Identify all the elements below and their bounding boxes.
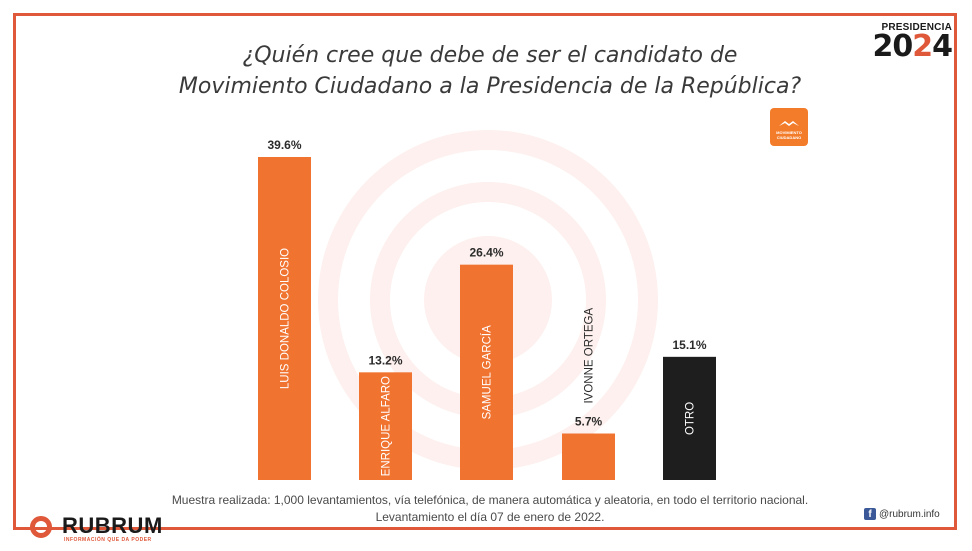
social-handle-text: @rubrum.info [879, 508, 940, 520]
presidencia-2024-badge: PRESIDENCIA 2024 [872, 22, 953, 64]
eagle-icon [779, 121, 799, 126]
outer-frame [13, 13, 957, 530]
title-line-2: Movimiento Ciudadano a la Presidencia de… [178, 74, 802, 99]
bar-ivonne-ortega [562, 433, 615, 480]
value-label-enrique-alfaro: 13.2% [368, 353, 402, 367]
brand-label: PRESIDENCIA [881, 22, 952, 33]
category-label-samuel-garcia: SAMUEL GARCÍA [481, 325, 494, 419]
category-label-luis-donaldo-colosio: LUIS DONALDO COLOSIO [280, 248, 292, 389]
social-handle: f @rubrum.info [864, 508, 940, 520]
brand-year-a: 20 [872, 29, 914, 64]
value-label-otro: 15.1% [672, 338, 706, 352]
bar-enrique-alfaro [359, 372, 412, 480]
party-logo-text: MOVIMIENTO CIUDADANO [776, 130, 802, 140]
bar-otro [663, 356, 716, 480]
chart-title: ¿Quién cree que debe de ser el candidato… [120, 40, 860, 102]
title-line-1: ¿Quién cree que debe de ser el candidato… [242, 43, 738, 68]
footer-line-1: Muestra realizada: 1,000 levantamientos,… [171, 493, 809, 507]
bars-group: 39.6% LUIS DONALDO COLOSIO 13.2% ENRIQUE AL… [258, 138, 716, 480]
category-label-enrique-alfaro: ENRIQUE ALFARO [381, 376, 393, 476]
logo-name: RUBRUM [62, 513, 163, 538]
facebook-icon: f [864, 508, 876, 520]
bar-luis-donaldo-colosio [258, 157, 311, 480]
logo-tagline: INFORMACIÓN QUE DA PODER [64, 537, 152, 543]
rubrum-ring-icon [30, 516, 52, 538]
brand-year-b: 2 [912, 29, 933, 64]
brand-year-c: 4 [932, 29, 953, 64]
value-label-ivonne-ortega: 5.7% [575, 415, 603, 429]
party-logo: MOVIMIENTO CIUDADANO [770, 108, 808, 146]
value-label-samuel-garcia: 26.4% [469, 246, 503, 260]
footer-note: Muestra realizada: 1,000 levantamientos,… [100, 492, 880, 526]
brand-year: 2024 [872, 29, 953, 64]
value-label-luis-donaldo-colosio: 39.6% [267, 138, 301, 152]
footer-line-2: Levantamiento el día 07 de enero de 2022… [375, 510, 605, 524]
bar-samuel-garcia [460, 264, 513, 480]
category-label-ivonne-ortega: IVONNE ORTEGA [584, 308, 596, 404]
category-label-otro: OTRO [685, 402, 697, 435]
